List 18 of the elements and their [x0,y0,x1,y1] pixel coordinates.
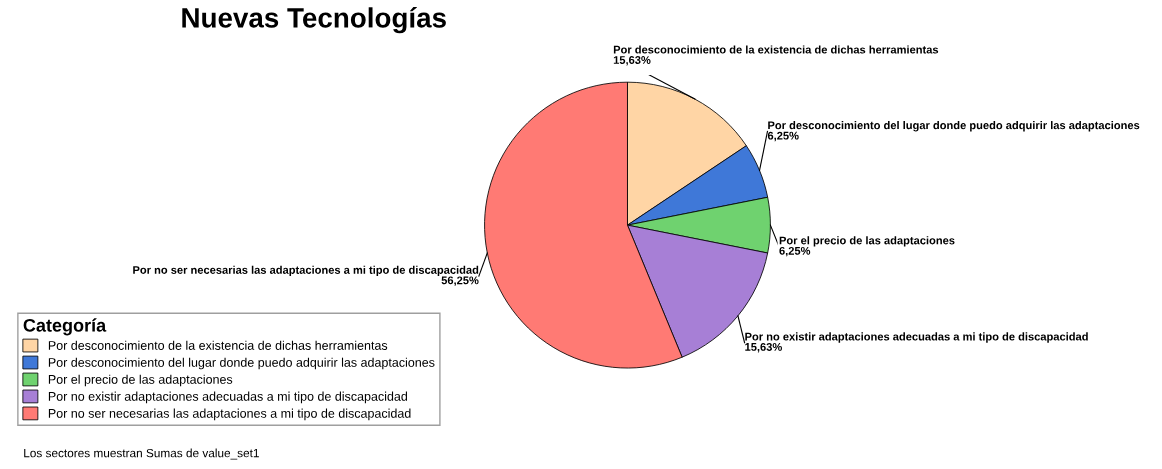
data-label: 15,63% [613,56,651,66]
data-label: 15,63% [745,343,782,353]
slice-label: Por el precio de las adaptaciones [779,236,955,247]
data-label: 56,25% [441,276,479,286]
legend-label: Por desconocimiento de la existencia de dichas herramientas [48,340,388,350]
legend-label: Por el precio de las adaptaciones [48,374,233,387]
slice-label: Por desconocimiento del lugar donde puedo adquirir las adaptaciones [768,121,1140,132]
legend-title: Categoría [23,318,107,336]
legend-label: Por no existir adaptaciones adecuadas a mi tipo de discapacidad [48,391,408,404]
chart-title: Nuevas Tecnologías [182,7,446,34]
legend-label: Por desconocimiento del lugar donde puedo adquirir las adaptaciones [48,357,435,370]
legend-label: Por no ser necesarias las adaptaciones a mi tipo de discapacidad [48,408,411,421]
text: Los sectores muestran Sumas de value_set1 [24,448,259,460]
slice-label: Por no existir adaptaciones adecuadas a mi tipo de discapacidad [745,332,1088,343]
slice-label: Por no ser necesarias las adaptaciones a mi tipo de discapacidad [133,265,479,277]
data-label: 6,25% [767,131,799,142]
slice-label: Por desconocimiento de la existencia de dichas herramientas [613,45,939,54]
data-label: 6,25% [779,246,811,257]
